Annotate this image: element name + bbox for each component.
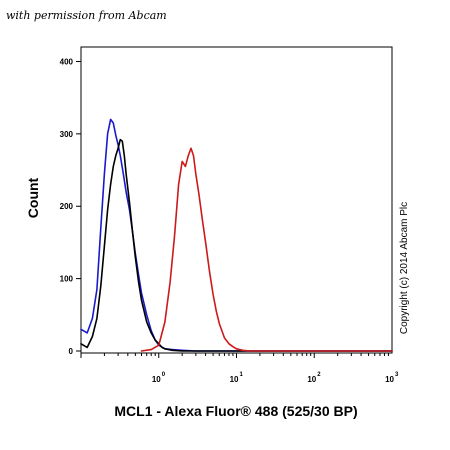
series-line-1 bbox=[80, 118, 393, 352]
copyright-notice: Copyright (c) 2014 Abcam Plc bbox=[399, 202, 410, 334]
x-tick-label: 10 bbox=[230, 375, 239, 384]
x-tick-exponent: 3 bbox=[395, 372, 399, 378]
y-tick-label: 200 bbox=[60, 202, 74, 211]
x-tick-exponent: 0 bbox=[162, 372, 166, 378]
x-tick-exponent: 1 bbox=[240, 372, 244, 378]
y-tick-label: 100 bbox=[60, 275, 74, 284]
x-tick-label: 10 bbox=[307, 375, 316, 384]
x-tick-exponent: 2 bbox=[317, 372, 321, 378]
series-layer bbox=[80, 118, 393, 352]
y-axis-ticks: 0 100 200 300 400 bbox=[60, 57, 81, 356]
y-tick-label: 400 bbox=[60, 57, 74, 66]
x-axis-ticks: 10 0 10 1 10 2 10 3 bbox=[80, 353, 399, 384]
y-tick-label: 0 bbox=[69, 347, 74, 356]
x-axis-label: MCL1 - Alexa Fluor® 488 (525/30 BP) bbox=[114, 403, 357, 419]
series-line-3 bbox=[140, 147, 393, 352]
x-tick-label: 10 bbox=[385, 375, 394, 384]
y-axis-label: Count bbox=[25, 177, 41, 218]
permission-watermark: with permission from Abcam bbox=[6, 9, 167, 22]
x-tick-label: 10 bbox=[152, 375, 161, 384]
series-line-2 bbox=[80, 138, 393, 352]
y-tick-label: 300 bbox=[60, 130, 74, 139]
